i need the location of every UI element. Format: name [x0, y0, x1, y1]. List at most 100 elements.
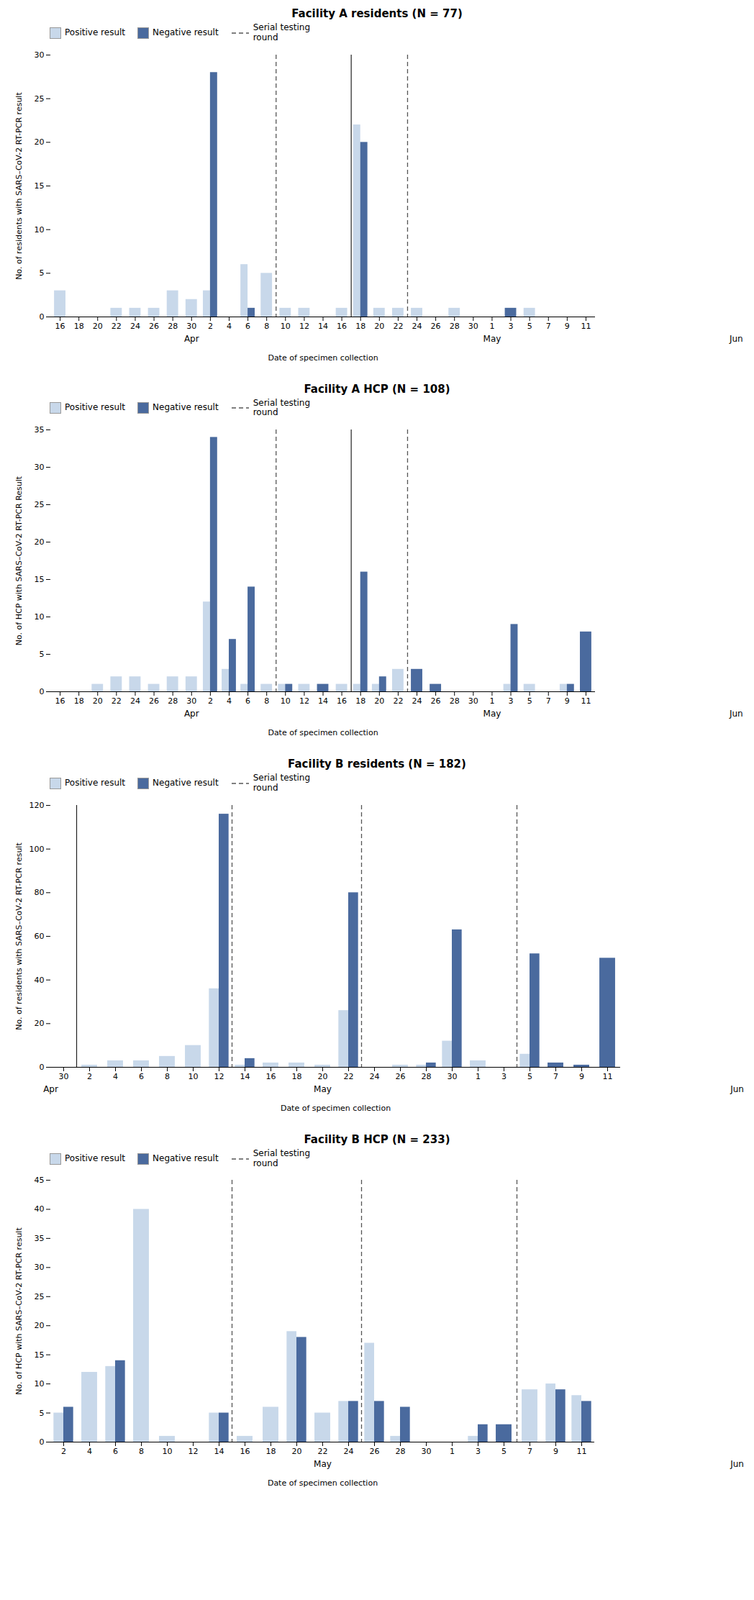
svg-text:5: 5: [527, 1072, 533, 1082]
svg-text:30: 30: [58, 1072, 70, 1082]
svg-text:24: 24: [130, 321, 141, 331]
svg-text:30: 30: [34, 50, 45, 60]
svg-text:26: 26: [148, 696, 160, 706]
svg-text:4: 4: [112, 1072, 118, 1082]
svg-text:May: May: [483, 333, 502, 344]
svg-text:8: 8: [164, 1072, 170, 1082]
svg-text:1: 1: [449, 1447, 455, 1457]
svg-text:30: 30: [468, 321, 479, 331]
svg-text:16: 16: [55, 696, 66, 706]
svg-text:24: 24: [130, 696, 141, 706]
svg-text:100: 100: [29, 843, 45, 854]
svg-text:20: 20: [374, 321, 385, 331]
svg-text:30: 30: [468, 696, 479, 706]
svg-text:30: 30: [34, 462, 45, 472]
svg-text:10: 10: [280, 321, 291, 331]
svg-text:3: 3: [475, 1447, 481, 1457]
svg-text:No. of residents with SARS–CoV: No. of residents with SARS–CoV-2 RT-PCR …: [14, 91, 24, 280]
svg-text:25: 25: [34, 93, 45, 103]
svg-text:18: 18: [355, 321, 366, 331]
svg-text:80: 80: [34, 887, 45, 898]
svg-text:10: 10: [188, 1072, 199, 1082]
svg-text:30: 30: [34, 1263, 45, 1273]
svg-text:40: 40: [34, 1205, 45, 1215]
svg-text:10: 10: [34, 224, 45, 234]
svg-text:26: 26: [395, 1072, 406, 1082]
svg-text:11: 11: [580, 696, 591, 706]
svg-text:16: 16: [240, 1447, 251, 1457]
svg-text:Date of specimen collection: Date of specimen collection: [280, 1102, 391, 1113]
svg-text:5: 5: [39, 649, 45, 660]
svg-text:2: 2: [87, 1072, 93, 1082]
svg-text:18: 18: [355, 696, 366, 706]
svg-text:8: 8: [138, 1447, 144, 1457]
svg-text:1: 1: [475, 1072, 481, 1082]
svg-text:24: 24: [369, 1072, 380, 1082]
svg-text:30: 30: [421, 1447, 432, 1457]
svg-text:120: 120: [29, 800, 45, 811]
svg-text:28: 28: [167, 321, 178, 331]
svg-text:25: 25: [34, 1292, 45, 1302]
svg-text:30: 30: [186, 696, 197, 706]
svg-text:60: 60: [34, 931, 45, 942]
svg-text:Apr: Apr: [184, 708, 200, 719]
svg-text:4: 4: [226, 321, 232, 331]
svg-text:20: 20: [34, 537, 45, 547]
svg-text:8: 8: [264, 696, 270, 706]
svg-text:18: 18: [266, 1447, 277, 1457]
svg-text:5: 5: [39, 268, 45, 278]
svg-text:3: 3: [508, 696, 514, 706]
svg-text:Jun: Jun: [729, 1459, 744, 1470]
svg-text:6: 6: [245, 321, 251, 331]
svg-text:11: 11: [580, 321, 591, 331]
svg-text:30: 30: [447, 1072, 458, 1082]
svg-text:7: 7: [527, 1447, 533, 1457]
svg-text:24: 24: [412, 696, 423, 706]
svg-text:15: 15: [34, 1350, 45, 1360]
svg-text:3: 3: [508, 321, 514, 331]
svg-text:9: 9: [564, 321, 570, 331]
svg-text:8: 8: [264, 321, 270, 331]
svg-text:22: 22: [318, 1447, 329, 1457]
svg-text:15: 15: [34, 574, 45, 585]
svg-text:28: 28: [395, 1447, 406, 1457]
svg-text:No. of HCP with SARS–CoV-2 RT-: No. of HCP with SARS–CoV-2 RT-PCR result: [14, 1227, 24, 1396]
svg-text:28: 28: [449, 696, 460, 706]
svg-text:0: 0: [39, 1437, 45, 1447]
svg-text:35: 35: [34, 425, 45, 435]
svg-text:20: 20: [34, 1321, 45, 1332]
svg-text:3: 3: [501, 1072, 507, 1082]
svg-text:5: 5: [527, 321, 533, 331]
svg-text:Date of specimen collection: Date of specimen collection: [267, 352, 378, 362]
svg-text:10: 10: [162, 1447, 173, 1457]
svg-text:0: 0: [39, 1062, 45, 1073]
svg-text:28: 28: [421, 1072, 432, 1082]
svg-text:12: 12: [214, 1072, 225, 1082]
svg-text:4: 4: [226, 696, 232, 706]
svg-text:2: 2: [207, 321, 213, 331]
svg-text:16: 16: [55, 321, 66, 331]
svg-text:5: 5: [501, 1447, 507, 1457]
svg-text:12: 12: [299, 696, 310, 706]
svg-text:9: 9: [564, 696, 570, 706]
svg-text:26: 26: [369, 1447, 380, 1457]
svg-text:7: 7: [546, 321, 552, 331]
svg-text:6: 6: [245, 696, 251, 706]
svg-text:35: 35: [34, 1233, 45, 1244]
svg-text:12: 12: [188, 1447, 199, 1457]
svg-text:0: 0: [39, 312, 45, 322]
svg-text:20: 20: [374, 696, 385, 706]
svg-text:0: 0: [39, 687, 45, 697]
svg-text:6: 6: [112, 1447, 118, 1457]
svg-text:26: 26: [430, 321, 442, 331]
svg-text:16: 16: [336, 321, 347, 331]
svg-text:7: 7: [546, 696, 552, 706]
svg-text:20: 20: [92, 321, 103, 331]
svg-text:20: 20: [34, 137, 45, 147]
svg-text:18: 18: [74, 321, 85, 331]
svg-text:Jun: Jun: [729, 1083, 744, 1094]
svg-text:14: 14: [240, 1072, 251, 1082]
svg-text:7: 7: [553, 1072, 559, 1082]
svg-text:24: 24: [412, 321, 423, 331]
svg-text:Apr: Apr: [43, 1083, 59, 1094]
